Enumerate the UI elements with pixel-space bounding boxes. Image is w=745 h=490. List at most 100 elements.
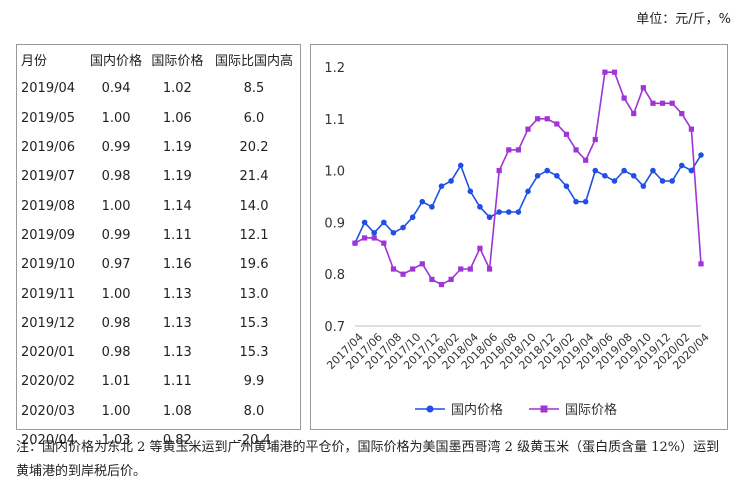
series-2-point [400,271,406,277]
table-cell: 2019/12 [21,315,76,331]
table-cell: 2019/11 [21,286,76,302]
unit-label: 单位：元/斤，% [636,12,731,27]
series-2-point [458,266,464,272]
series-1-point [544,167,551,174]
table-cell: 15.3 [239,315,269,331]
series-2-point [554,121,560,127]
series-2-point [544,116,550,122]
table-row: 2019/08 1.00 1.14 14.0 [17,191,300,220]
legend-marker-2 [540,405,548,413]
series-2-point [698,261,704,267]
series-2-point [410,266,416,272]
series-1-point [534,172,541,179]
series-2-point [611,69,618,75]
series-2-point [525,126,531,132]
series-2-point [362,235,368,241]
series-2-point [583,157,589,163]
series-2-point [486,266,493,272]
table-cell: 1.02 [162,81,192,97]
table-cell: 2019/06 [21,140,76,156]
series-1-point [409,214,416,221]
legend-marker-1 [426,405,434,413]
table-header-cell: 国际比国内高 [215,54,294,70]
series-1-point [486,214,493,221]
series-line-2 [354,71,702,286]
table-cell: 1.11 [162,374,192,390]
table-cell: 1.16 [162,257,192,273]
table-cell: 1.00 [101,403,131,419]
table-cell: 2020/02 [21,374,76,390]
table-cell: 8.5 [243,81,265,97]
table-cell: 0.94 [101,81,131,97]
chart-container: 0.7 0.8 0.9 1.0 1.1 1.2 2017/04 2017/06 2017/08 2… [310,44,728,430]
series-2-point [688,126,694,132]
table-cell: 12.1 [239,227,269,243]
series-2-point [602,69,608,75]
table-cell: 1.06 [162,110,192,126]
table-row: 2019/07 0.98 1.19 21.4 [17,162,300,191]
table-cell: 6.0 [243,110,265,126]
table-cell: 1.13 [162,286,192,302]
table-row: 2020/02 1.01 1.11 9.9 [17,367,300,396]
y-tick-label: 1.0 [324,165,345,180]
table-cell: 13.0 [239,286,269,302]
series-1-point [515,209,522,215]
y-tick-label: 0.7 [324,320,345,335]
table-cell: 2019/10 [21,257,76,273]
price-table: 月份 国内价格 国际价格 国际比国内高 2019/04 0.94 1.02 8.5 2019/… [17,45,300,455]
y-tick-label: 0.8 [324,268,345,283]
table-cell: 1.00 [101,198,131,214]
table-row: 2019/06 0.99 1.19 20.2 [17,133,300,162]
table-cell: 0.99 [101,227,131,243]
table-cell: 20.2 [239,140,269,156]
table-header-cell: 月份 [21,54,48,70]
series-1-point [688,167,695,174]
table-cell: 1.01 [101,374,131,390]
series-1-point [554,172,560,179]
series-1-point [669,178,675,184]
table-cell: 1.19 [162,169,192,185]
series-1-point [659,178,666,184]
table-cell: 1.00 [101,110,131,126]
series-1-point [390,229,397,236]
series-2-point [621,95,627,101]
table-cell: -20.4 [237,433,271,448]
series-2-point [515,147,521,153]
series-2-point [640,85,646,91]
series-2-point [679,111,685,117]
price-line-chart: 0.70.80.91.01.11.22017/042017/062017/082… [324,61,712,418]
table-cell: 0.82 [162,433,192,448]
series-1-point [505,209,512,215]
series-2-point [429,276,435,282]
table-cell: 9.9 [243,374,265,390]
series-1-point [563,183,570,189]
series-2-point [467,266,473,272]
series-2-point [631,111,637,117]
series-2-point [390,266,397,272]
series-1-point [361,219,368,226]
series-1-point [525,188,531,195]
series-2-point [650,100,656,106]
price-table-container: 月份 国内价格 国际价格 国际比国内高 2019/04 0.94 1.02 8.5 2019/… [16,44,301,448]
table-row: 2019/05 1.00 1.06 6.0 [17,104,300,133]
table-cell: 19.6 [239,257,269,273]
table-cell: 1.08 [162,403,192,419]
footnote: 注：国内价格为东北 2 等黄玉米运到广州黄埔港的平仓价，国际价格为美国墨西哥湾 … [16,440,720,479]
series-1-point [698,152,704,158]
table-cell: 2019/04 [21,81,76,97]
table-row: 2020/01 0.98 1.13 15.3 [17,338,300,367]
series-2-point [535,116,541,122]
series-2-point [352,240,358,246]
series-2-point [592,136,598,143]
table-row: 2019/10 0.97 1.16 19.6 [17,250,300,279]
series-2-point [438,281,445,288]
series-1-point [400,224,406,231]
table-row: 2019/12 0.98 1.13 15.3 [17,309,300,338]
table-row: 2019/11 1.00 1.13 13.0 [17,279,300,308]
table-cell: 0.98 [101,315,131,331]
series-1-point [650,167,656,174]
table-cell: 21.4 [239,169,269,185]
y-tick-label: 1.1 [324,113,345,128]
series-2-point [563,131,570,137]
series-1-point [621,167,627,174]
